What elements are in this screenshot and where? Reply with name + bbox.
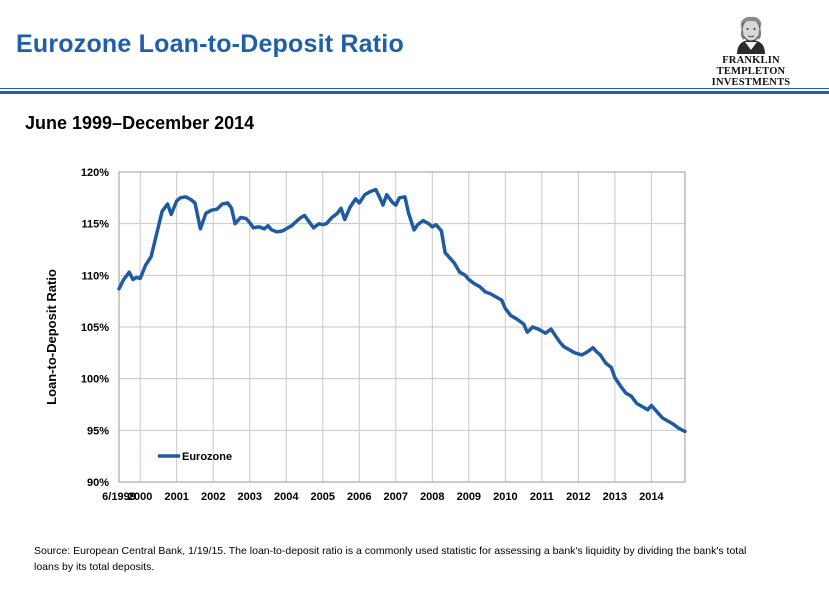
header-rule-thick xyxy=(0,91,829,94)
x-tick-label: 2013 xyxy=(603,491,627,503)
x-tick-label: 2011 xyxy=(530,491,554,503)
y-tick-label: 100% xyxy=(81,374,109,386)
y-tick-label: 115% xyxy=(81,219,109,231)
y-axis-label: Loan-to-Deposit Ratio xyxy=(44,269,59,405)
x-tick-label: 6/1999 xyxy=(102,491,136,503)
y-tick-label: 110% xyxy=(81,270,109,282)
x-tick-label: 2001 xyxy=(164,491,188,503)
franklin-templeton-logo: FRANKLIN TEMPLETON INVESTMENTS xyxy=(690,14,812,88)
brand-name-line1: FRANKLIN TEMPLETON xyxy=(716,55,786,77)
brand-name-line2: INVESTMENTS xyxy=(711,77,791,88)
x-tick-label: 2004 xyxy=(274,491,299,503)
chart-legend: Eurozone xyxy=(158,451,232,463)
header-rule-thin xyxy=(0,88,829,89)
chart-grid xyxy=(119,172,685,482)
x-tick-label: 2008 xyxy=(420,491,444,503)
x-tick-label: 2000 xyxy=(128,491,152,503)
x-tick-label: 2005 xyxy=(311,491,335,503)
source-note: Source: European Central Bank, 1/19/15. … xyxy=(34,545,747,573)
x-tick-label: 2012 xyxy=(566,491,590,503)
plot-frame xyxy=(118,171,686,483)
page-title: Eurozone Loan-to-Deposit Ratio xyxy=(16,30,404,58)
x-tick-label: 2006 xyxy=(347,491,371,503)
series-layer xyxy=(117,187,687,434)
x-tick-label: 2014 xyxy=(639,491,664,503)
y-tick-label: 90% xyxy=(87,477,109,489)
x-tick-label: 2002 xyxy=(201,491,225,503)
x-tick-label: 2010 xyxy=(493,491,517,503)
chart-subtitle: June 1999–December 2014 xyxy=(25,113,255,133)
series-line-eurozone xyxy=(117,187,687,434)
x-tick-label: 2007 xyxy=(384,491,408,503)
franklin-portrait-icon xyxy=(733,14,769,54)
y-tick-label: 120% xyxy=(81,167,109,179)
x-tick-label: 2003 xyxy=(237,491,261,503)
y-tick-label: 95% xyxy=(87,425,109,437)
x-tick-label: 2009 xyxy=(457,491,481,503)
y-axis-ticks: 90% 95% 100% 105% 110% 115% 120% xyxy=(81,167,109,489)
legend-label-eurozone: Eurozone xyxy=(182,451,232,463)
y-tick-label: 105% xyxy=(81,322,109,334)
